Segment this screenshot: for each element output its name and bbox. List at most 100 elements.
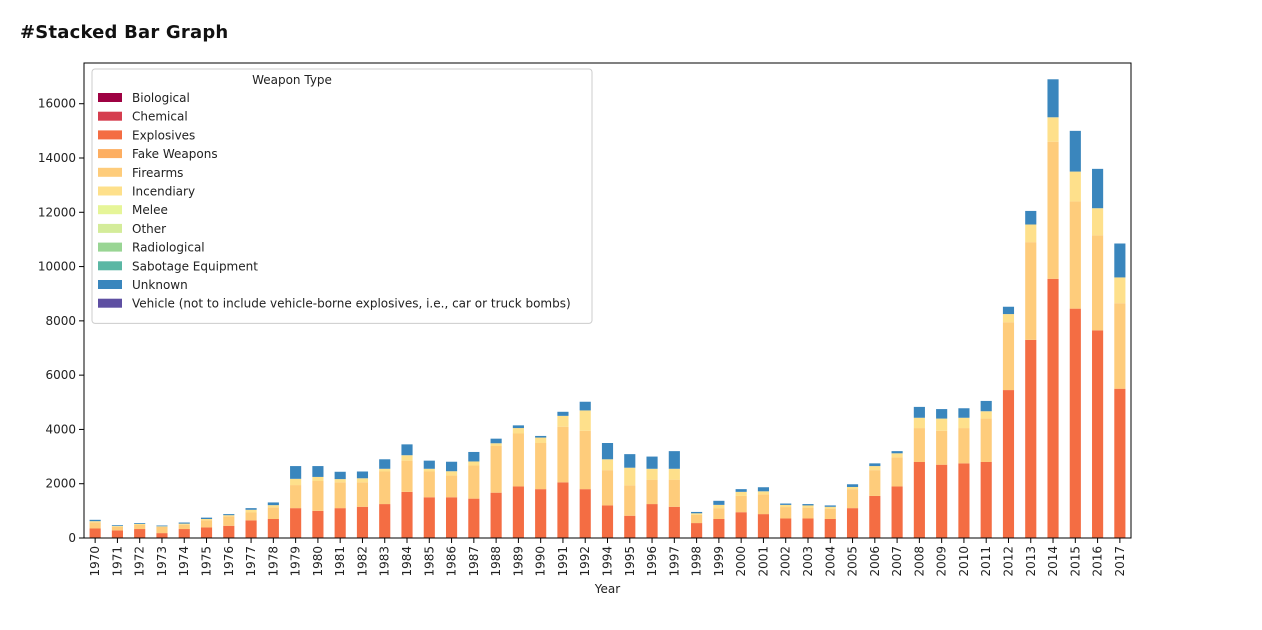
bar-segment-1998-4 xyxy=(691,514,703,524)
bar-segment-2015-4 xyxy=(1069,201,1081,309)
x-tick-label: 1972 xyxy=(133,546,147,577)
bar-segment-1975-10 xyxy=(200,517,213,519)
x-tick-label: 1990 xyxy=(534,546,548,577)
bar-segment-2011-5 xyxy=(980,411,992,419)
bar-segment-1972-2 xyxy=(134,529,146,538)
bar-segment-1989-10 xyxy=(512,425,524,429)
bar-segment-1978-5 xyxy=(267,505,279,508)
bar-segment-2008-10 xyxy=(913,406,925,418)
bar-segment-1970-4 xyxy=(89,522,101,529)
x-tick-label: 2011 xyxy=(979,546,993,577)
bar-segment-2005-10 xyxy=(846,484,859,487)
bar-segment-1994-2 xyxy=(601,505,614,538)
bar-segment-2001-4 xyxy=(757,494,770,515)
bar-segment-2005-4 xyxy=(846,489,859,509)
bar-segment-2006-2 xyxy=(869,495,881,538)
x-tick-label: 2012 xyxy=(1001,546,1015,577)
y-tick-label: 0 xyxy=(68,531,76,545)
bar-segment-1997-2 xyxy=(668,506,680,538)
bar-segment-2007-2 xyxy=(891,486,903,538)
bar-segment-1970-5 xyxy=(89,521,101,523)
bar-segment-2005-2 xyxy=(846,508,859,538)
x-tick-label: 2006 xyxy=(868,546,882,577)
legend-label: Radiological xyxy=(132,241,205,255)
bar-segment-2007-5 xyxy=(891,453,903,458)
bar-segment-2016-5 xyxy=(1092,208,1104,236)
bar-segment-1991-10 xyxy=(557,411,569,416)
bar-segment-1981-10 xyxy=(334,471,346,480)
bar-segment-1978-2 xyxy=(267,519,279,538)
bar-segment-1971-5 xyxy=(111,526,123,527)
x-tick-label: 1996 xyxy=(645,546,659,577)
legend-label: Chemical xyxy=(132,110,188,124)
bar-segment-1990-10 xyxy=(535,435,547,438)
bar-segment-1987-10 xyxy=(468,451,480,462)
bar-segment-1980-5 xyxy=(312,476,324,481)
bar-segment-2002-10 xyxy=(780,503,792,505)
bar-segment-1982-4 xyxy=(356,482,369,507)
plot-frame xyxy=(83,62,1132,539)
bar-segment-1986-4 xyxy=(445,475,458,498)
bar-segment-1997-4 xyxy=(668,479,680,507)
bar-segment-1987-4 xyxy=(468,465,480,499)
bar-segment-2006-10 xyxy=(869,463,881,467)
bar-segment-2012-2 xyxy=(1002,390,1015,538)
x-tick-label: 1991 xyxy=(556,546,570,577)
x-tick-label: 2003 xyxy=(801,546,815,577)
x-tick-label: 2017 xyxy=(1113,546,1127,577)
bar-segment-1986-2 xyxy=(445,497,458,538)
x-tick-label: 2000 xyxy=(734,546,748,577)
x-tick-label: 2014 xyxy=(1046,546,1060,577)
bar-segment-1985-5 xyxy=(423,468,435,472)
bar-segment-1978-4 xyxy=(267,507,279,519)
bar-segment-2004-10 xyxy=(824,505,836,507)
bar-segment-1997-5 xyxy=(668,468,680,480)
bar-segment-2004-5 xyxy=(824,506,836,509)
bar-segment-1976-10 xyxy=(223,514,235,516)
bar-segment-1988-5 xyxy=(490,443,502,446)
legend-swatch xyxy=(98,298,122,308)
bar-segment-2013-4 xyxy=(1025,242,1037,340)
bar-segment-2004-4 xyxy=(824,508,836,519)
bar-segment-2008-5 xyxy=(913,417,925,429)
bar-segment-1977-10 xyxy=(245,508,257,510)
bar-segment-2015-5 xyxy=(1069,171,1081,202)
legend-swatch xyxy=(98,280,122,289)
x-tick-label: 1978 xyxy=(266,546,280,577)
bar-segment-1985-10 xyxy=(423,460,435,469)
legend-swatch xyxy=(98,242,122,252)
bar-segment-2004-2 xyxy=(824,519,836,538)
bar-segment-1976-4 xyxy=(223,516,235,526)
x-tick-label: 1992 xyxy=(578,546,592,577)
x-tick-label: 1975 xyxy=(200,546,214,577)
bar-segment-1996-10 xyxy=(646,456,658,469)
bar-segment-2006-4 xyxy=(869,470,881,496)
legend-swatch xyxy=(98,130,122,140)
legend-title: Weapon Type xyxy=(252,73,332,87)
y-tick-label: 4000 xyxy=(45,422,76,436)
legend-swatch xyxy=(98,111,122,121)
x-tick-label: 1986 xyxy=(445,546,459,577)
x-tick-label: 2005 xyxy=(846,546,860,577)
bar-segment-2014-5 xyxy=(1047,117,1059,142)
bar-segment-2005-5 xyxy=(846,486,859,490)
bar-segment-2013-2 xyxy=(1025,339,1037,538)
bar-segment-2008-2 xyxy=(913,462,925,538)
y-tick-label: 16000 xyxy=(38,97,76,111)
bar-segment-2003-2 xyxy=(802,518,814,538)
x-tick-label: 2004 xyxy=(823,546,837,577)
x-tick-label: 1988 xyxy=(489,546,503,577)
bar-segment-1977-5 xyxy=(245,509,257,513)
x-tick-label: 1977 xyxy=(244,546,258,577)
x-tick-label: 1998 xyxy=(690,546,704,577)
legend-label: Biological xyxy=(132,91,190,105)
bar-segment-1999-2 xyxy=(713,519,725,538)
bar-segment-1998-10 xyxy=(691,511,703,514)
bar-segment-1981-2 xyxy=(334,508,346,538)
y-axis: 0 2000 4000 6000 8000 10000 12000 14000 16000 xyxy=(38,97,84,545)
page-heading: #Stacked Bar Graph xyxy=(20,22,229,43)
bar-segment-1995-5 xyxy=(624,467,636,486)
bar-segment-1971-2 xyxy=(111,530,123,538)
x-tick-label: 2013 xyxy=(1024,546,1038,577)
bar-segment-1995-4 xyxy=(624,485,636,516)
